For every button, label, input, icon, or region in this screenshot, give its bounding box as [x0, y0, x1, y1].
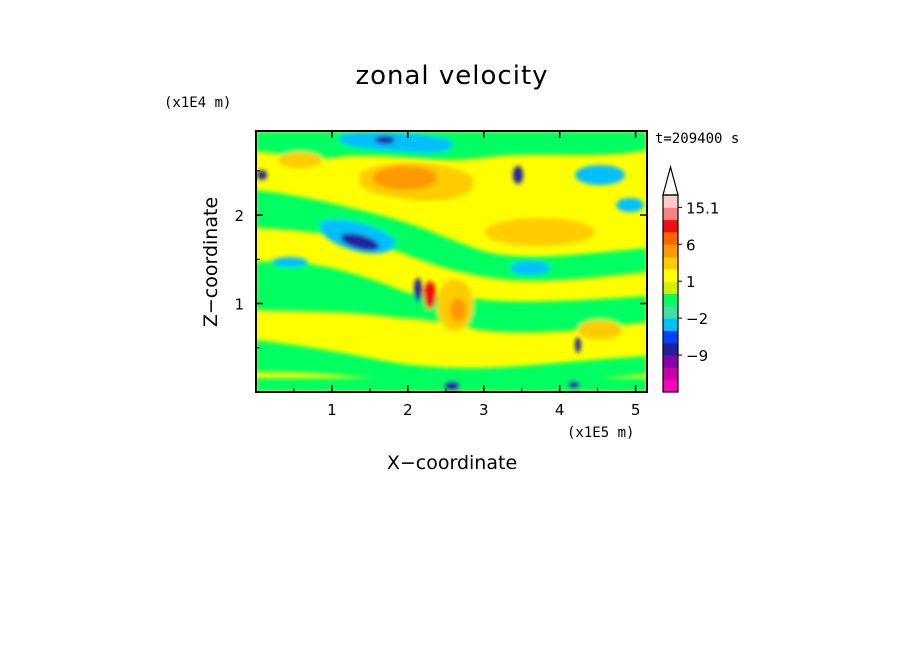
x-unit-label: (x1E5 m) [567, 425, 634, 441]
blue-minimum-left [340, 233, 380, 251]
orange-core-upper [373, 166, 437, 190]
colorbar-extend-arrow [662, 164, 679, 196]
colorbar-swatch [663, 231, 678, 245]
x-tick-label: 5 [631, 401, 641, 419]
plot-frame [255, 130, 648, 393]
cyan-region-left-mid [272, 257, 308, 267]
colorbar-label: 1 [686, 273, 696, 291]
colorbar-swatch [663, 256, 678, 270]
x-tick-label: 3 [479, 401, 489, 419]
cyan-region-mid-right [510, 261, 550, 275]
y-tick-label: 1 [234, 296, 244, 314]
cyan-region-far-right [616, 198, 644, 212]
colorbar-swatch [663, 305, 678, 319]
blue-minimum-bottom [444, 381, 460, 391]
colorbar-swatch [663, 330, 678, 344]
colorbar: 15.1 6 1 −2 −9 [662, 164, 719, 393]
colorbar-swatch [663, 195, 678, 208]
blue-minimum-jet [414, 278, 422, 302]
blue-minimum-bottom-right [568, 381, 580, 389]
orange-core-center [450, 298, 466, 322]
x-axis-label: X−coordinate [387, 452, 517, 474]
blue-minimum-top [375, 136, 395, 144]
orange-region-right-low [578, 320, 622, 340]
colorbar-label: −2 [686, 310, 708, 328]
colorbar-swatch [663, 318, 678, 331]
orange-region-right [485, 218, 595, 246]
blue-minimum-right [513, 166, 523, 184]
colorbar-swatch [663, 207, 678, 221]
time-label: t=209400 s [655, 131, 739, 147]
colorbar-swatch [663, 379, 678, 393]
colorbar-swatch [663, 268, 678, 282]
heatmap-field [256, 131, 647, 392]
y-axis-label: Z−coordinate [200, 197, 222, 327]
green-band-upper [256, 190, 647, 281]
axis-ticks: 1 2 3 4 5 1 2 [234, 131, 647, 419]
colorbar-swatch [663, 367, 678, 381]
colorbar-swatch [663, 342, 678, 356]
colorbar-label: −9 [686, 347, 708, 365]
colorbar-swatch [663, 281, 678, 294]
x-tick-label: 2 [403, 401, 413, 419]
colorbar-label: 15.1 [686, 199, 719, 217]
green-band-low [256, 340, 647, 385]
chart-title: zonal velocity [355, 61, 548, 91]
x-tick-label: 4 [555, 401, 565, 419]
blue-minimum-low-right [575, 337, 581, 353]
colorbar-label: 6 [686, 236, 696, 254]
red-core-jet [424, 281, 436, 309]
orange-region-left [278, 152, 322, 168]
x-tick-label: 1 [327, 401, 337, 419]
colorbar-swatch [663, 293, 678, 307]
cyan-region-top [340, 132, 453, 153]
colorbar-swatch [663, 355, 678, 368]
y-unit-label: (x1E4 m) [164, 95, 231, 111]
blue-minimum-top-left [257, 170, 267, 180]
y-tick-label: 2 [234, 207, 244, 225]
cyan-region-right [575, 165, 625, 185]
colorbar-frame [662, 194, 679, 393]
colorbar-swatch [663, 219, 678, 233]
colorbar-swatch [663, 244, 678, 258]
